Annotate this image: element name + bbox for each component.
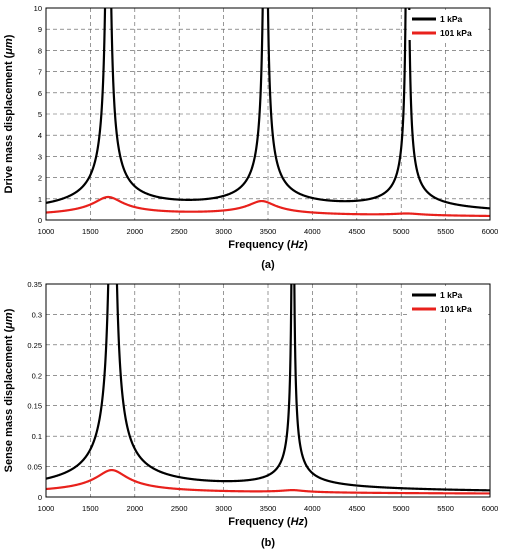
y-tick-label: 0.15	[27, 402, 42, 411]
x-axis-label: Frequency (Hz)	[228, 239, 308, 251]
panel-label: (a)	[261, 259, 275, 271]
y-tick-label: 0.05	[27, 463, 42, 472]
y-tick-label: 0.35	[27, 280, 42, 289]
x-tick-label: 6000	[482, 504, 499, 513]
x-tick-label: 3000	[215, 227, 232, 236]
chart-panel-a: 1000 1500 2000 2500 3000 3500 4000 4500 5000 5500…	[3, 4, 499, 271]
chart-panel-b: 1000 1500 2000 2500 3000 3500 4000 4500 5000 5500…	[3, 280, 499, 549]
x-tick-label: 5000	[393, 227, 410, 236]
x-tick-label: 4500	[348, 504, 365, 513]
x-tick-label: 4000	[304, 504, 321, 513]
y-tick-label: 1	[38, 195, 42, 204]
series-line-high-pressure	[46, 468, 490, 495]
x-axis-label: Frequency (Hz)	[228, 516, 308, 528]
y-tick-label: 7	[38, 68, 42, 77]
x-tick-label: 1000	[38, 504, 55, 513]
x-tick-label: 2000	[126, 504, 143, 513]
y-tick-label: 6	[38, 89, 42, 98]
y-tick-label: 5	[38, 110, 42, 119]
x-tick-label: 5500	[437, 227, 454, 236]
x-tick-label: 3000	[215, 504, 232, 513]
y-axis-label: Drive mass displacement (μm)	[3, 34, 15, 193]
series-line-low-pressure	[46, 284, 490, 492]
x-tick-label: 1000	[38, 227, 55, 236]
x-tick-label: 2500	[171, 227, 188, 236]
legend-label: 101 kPa	[440, 28, 472, 38]
series-line-low-pressure	[46, 8, 490, 210]
x-tick-label: 1500	[82, 504, 99, 513]
x-tick-label: 4500	[348, 227, 365, 236]
y-tick-label: 0.3	[32, 310, 42, 319]
y-tick-label: 9	[38, 25, 42, 34]
x-tick-label: 5500	[437, 504, 454, 513]
y-tick-label: 0	[38, 493, 42, 502]
y-tick-label: 0	[38, 216, 42, 225]
y-tick-label: 0.2	[32, 371, 42, 380]
y-tick-label: 0.1	[32, 432, 42, 441]
panel-label: (b)	[261, 537, 275, 549]
x-tick-label: 2000	[126, 227, 143, 236]
series-line-high-pressure	[46, 195, 490, 218]
x-tick-label: 3500	[260, 227, 277, 236]
legend-label: 101 kPa	[440, 304, 472, 314]
legend-box	[408, 10, 488, 40]
y-axis-label: Sense mass displacement (μm)	[3, 308, 15, 472]
plot-frame	[45, 7, 491, 221]
legend-label: 1 kPa	[440, 290, 462, 300]
plot-frame	[45, 283, 491, 498]
y-tick-label: 2	[38, 174, 42, 183]
x-tick-label: 1500	[82, 227, 99, 236]
y-tick-label: 10	[34, 4, 42, 13]
legend-label: 1 kPa	[440, 14, 462, 24]
legend-box	[408, 286, 488, 316]
x-tick-label: 4000	[304, 227, 321, 236]
y-tick-label: 8	[38, 46, 42, 55]
y-tick-label: 0.25	[27, 341, 42, 350]
y-tick-label: 4	[38, 131, 42, 140]
x-tick-label: 3500	[260, 504, 277, 513]
y-tick-label: 3	[38, 152, 42, 161]
x-tick-label: 6000	[482, 227, 499, 236]
x-tick-label: 5000	[393, 504, 410, 513]
x-tick-label: 2500	[171, 504, 188, 513]
